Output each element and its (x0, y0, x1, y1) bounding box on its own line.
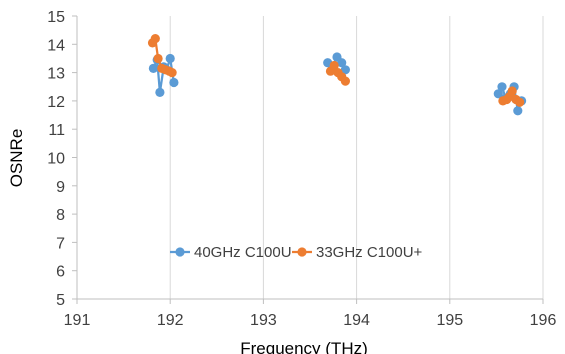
y-tick-label: 13 (47, 66, 65, 83)
data-point (513, 106, 523, 116)
x-tick-label: 196 (530, 312, 557, 329)
y-tick-label: 12 (47, 94, 65, 111)
y-tick-label: 11 (48, 122, 65, 139)
x-tick-label: 193 (250, 312, 277, 329)
legend-label: 33GHz C100U+ (316, 244, 423, 261)
data-point (337, 58, 347, 68)
data-point (329, 60, 339, 71)
axes (72, 15, 544, 304)
y-tick-label: 7 (56, 235, 65, 252)
data-point (340, 76, 350, 86)
legend-marker (175, 247, 185, 257)
data-point (150, 34, 160, 44)
y-tick-label: 9 (56, 179, 65, 196)
y-tick-labels: 5 6 7 8 9 10 11 12 13 14 15 (47, 9, 65, 309)
legend-marker (297, 247, 307, 257)
x-tick-labels: 191 192 193 194 195 196 (64, 312, 557, 329)
y-tick-label: 10 (47, 151, 65, 168)
y-tick-label: 6 (56, 264, 65, 281)
legend: 40GHz C100U 33GHz C100U+ (170, 244, 423, 261)
data-point (148, 63, 158, 73)
x-axis-title: Frequency (THz) (240, 339, 368, 354)
legend-label: 40GHz C100U (194, 244, 292, 261)
x-tick-label: 194 (343, 312, 370, 329)
data-point (165, 53, 175, 64)
x-tick-label: 192 (157, 312, 184, 329)
legend-item: 40GHz C100U (170, 244, 292, 261)
data-point (167, 68, 177, 78)
data-point (493, 89, 503, 99)
data-point (153, 53, 163, 64)
y-tick-label: 14 (47, 37, 65, 54)
x-tick-label: 191 (64, 312, 91, 329)
x-tick-label: 195 (436, 312, 463, 329)
series-1 (148, 52, 527, 116)
data-point (155, 87, 165, 97)
y-tick-label: 8 (56, 207, 65, 224)
data-point (515, 97, 525, 107)
data-point (507, 86, 517, 96)
data-point (497, 82, 507, 92)
y-tick-label: 5 (56, 292, 65, 309)
series-layer (147, 34, 527, 116)
legend-item: 33GHz C100U+ (292, 244, 423, 261)
series-2 (147, 34, 525, 107)
data-point (340, 65, 350, 75)
data-point (169, 77, 179, 88)
y-tick-label: 15 (47, 9, 65, 26)
y-axis-title: OSNRe (7, 129, 26, 188)
